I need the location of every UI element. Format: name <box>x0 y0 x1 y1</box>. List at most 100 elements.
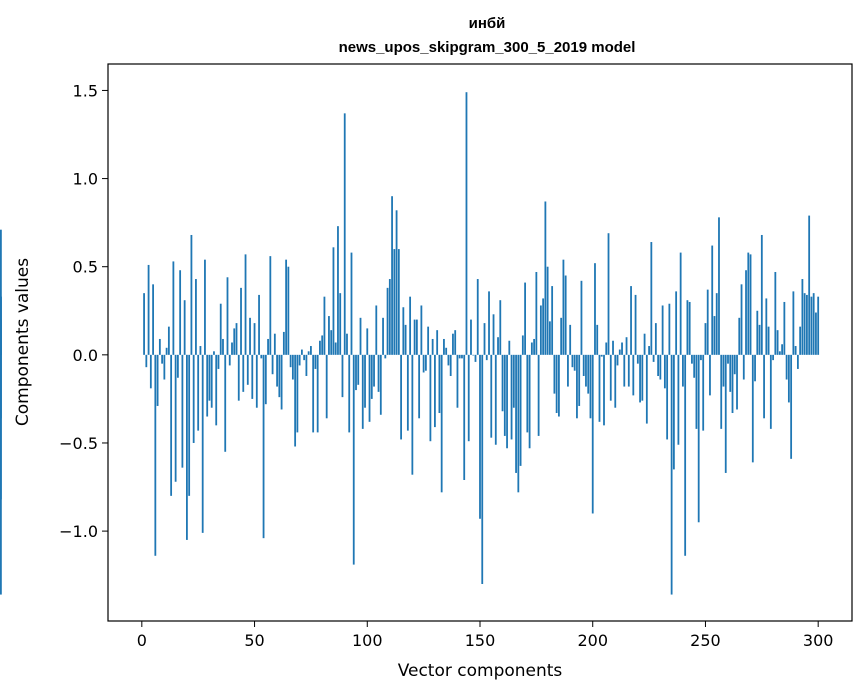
bar <box>300 349 303 355</box>
bar <box>528 354 531 449</box>
bar <box>267 338 269 355</box>
bar <box>488 291 490 355</box>
bar <box>161 354 164 364</box>
bar <box>715 293 718 355</box>
bar <box>546 266 549 355</box>
bar <box>312 354 315 433</box>
bar <box>794 346 797 355</box>
bar <box>758 324 761 355</box>
bar <box>402 307 405 355</box>
bar <box>539 305 542 355</box>
bar <box>149 354 152 389</box>
bar <box>463 354 466 480</box>
bar <box>598 354 601 422</box>
bar <box>747 252 750 355</box>
bar <box>438 354 441 414</box>
x-tick-label: 300 <box>803 631 834 650</box>
bar <box>458 354 461 359</box>
bar <box>355 354 357 391</box>
bar <box>767 326 770 355</box>
bar <box>555 354 558 414</box>
bar <box>296 354 299 433</box>
bar <box>395 210 398 355</box>
bar <box>289 354 292 368</box>
bar <box>145 354 148 368</box>
bar <box>483 323 486 355</box>
bar <box>600 354 603 357</box>
x-tick-label: 50 <box>244 631 264 650</box>
bar <box>560 317 563 355</box>
bar <box>237 354 240 401</box>
bar <box>537 354 540 436</box>
bar <box>808 215 811 355</box>
bar <box>305 354 308 376</box>
bar <box>235 323 238 355</box>
bar <box>497 337 499 355</box>
bar <box>515 354 517 473</box>
bar <box>368 354 371 422</box>
bar <box>409 296 412 355</box>
bar <box>718 217 720 355</box>
bar <box>494 354 497 445</box>
bar <box>772 354 774 361</box>
bar <box>391 196 393 355</box>
bar <box>273 333 276 355</box>
bar <box>736 354 738 410</box>
chart-title: инбй <box>469 15 506 32</box>
bar <box>294 354 297 447</box>
bar <box>542 298 545 355</box>
bar <box>170 354 173 496</box>
bar <box>298 354 301 366</box>
bar <box>393 249 396 355</box>
bar <box>244 254 247 355</box>
y-tick-label: 0.5 <box>73 258 98 277</box>
bar <box>535 271 538 355</box>
bar <box>594 263 596 355</box>
bar <box>517 354 520 493</box>
bar <box>436 330 439 355</box>
bar <box>341 354 344 398</box>
bar <box>384 354 387 359</box>
bar <box>530 342 533 355</box>
bar <box>413 319 416 355</box>
bar <box>510 354 513 440</box>
bar <box>224 354 227 452</box>
bar <box>262 354 265 539</box>
bar <box>343 113 346 355</box>
bar <box>476 279 479 355</box>
bar <box>742 354 745 380</box>
bar <box>348 354 351 433</box>
bar <box>627 354 630 387</box>
bar <box>188 354 191 496</box>
bar <box>576 354 578 419</box>
bar <box>697 354 700 523</box>
bar <box>609 354 612 401</box>
bar <box>512 354 515 408</box>
bar <box>585 354 587 387</box>
y-tick-label: 0.0 <box>73 346 98 365</box>
bar <box>346 333 348 355</box>
bar <box>787 354 790 403</box>
bar <box>803 293 806 355</box>
bar <box>420 305 423 355</box>
bar <box>503 354 506 436</box>
bar <box>704 323 707 355</box>
bar <box>339 293 342 355</box>
bar <box>654 323 657 355</box>
bar <box>605 342 608 355</box>
chart-subtitle: news_upos_skipgram_300_5_2019 model <box>339 39 636 56</box>
bar <box>470 319 472 355</box>
bar <box>0 354 2 419</box>
bar <box>195 279 197 355</box>
bar <box>0 347 2 355</box>
bar <box>190 234 193 355</box>
bar <box>663 354 666 389</box>
bar <box>424 354 427 371</box>
bar <box>636 354 639 364</box>
bar <box>251 354 254 399</box>
bar <box>648 346 650 355</box>
bar <box>623 354 626 387</box>
bar <box>589 354 592 419</box>
bar <box>774 271 777 355</box>
